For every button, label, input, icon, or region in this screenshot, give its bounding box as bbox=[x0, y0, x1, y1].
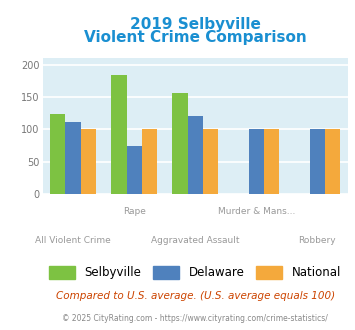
Bar bbox=[310, 129, 325, 194]
Text: © 2025 CityRating.com - https://www.cityrating.com/crime-statistics/: © 2025 CityRating.com - https://www.city… bbox=[62, 314, 328, 323]
Bar bbox=[142, 129, 157, 194]
Bar bbox=[173, 92, 187, 194]
Bar bbox=[325, 129, 340, 194]
Text: Murder & Mans...: Murder & Mans... bbox=[218, 207, 295, 216]
Bar bbox=[188, 116, 203, 194]
Text: Violent Crime Comparison: Violent Crime Comparison bbox=[84, 29, 307, 45]
Bar bbox=[111, 75, 126, 194]
Legend: Selbyville, Delaware, National: Selbyville, Delaware, National bbox=[44, 261, 346, 284]
Text: All Violent Crime: All Violent Crime bbox=[35, 236, 111, 245]
Bar bbox=[66, 122, 81, 194]
Text: Robbery: Robbery bbox=[299, 236, 336, 245]
Text: Rape: Rape bbox=[123, 207, 146, 216]
Bar bbox=[50, 114, 66, 194]
Text: 2019 Selbyville: 2019 Selbyville bbox=[130, 17, 261, 32]
Bar bbox=[126, 146, 142, 194]
Bar bbox=[248, 129, 264, 194]
Bar bbox=[264, 129, 279, 194]
Text: Compared to U.S. average. (U.S. average equals 100): Compared to U.S. average. (U.S. average … bbox=[56, 291, 335, 301]
Bar bbox=[203, 129, 218, 194]
Bar bbox=[81, 129, 96, 194]
Text: Aggravated Assault: Aggravated Assault bbox=[151, 236, 240, 245]
